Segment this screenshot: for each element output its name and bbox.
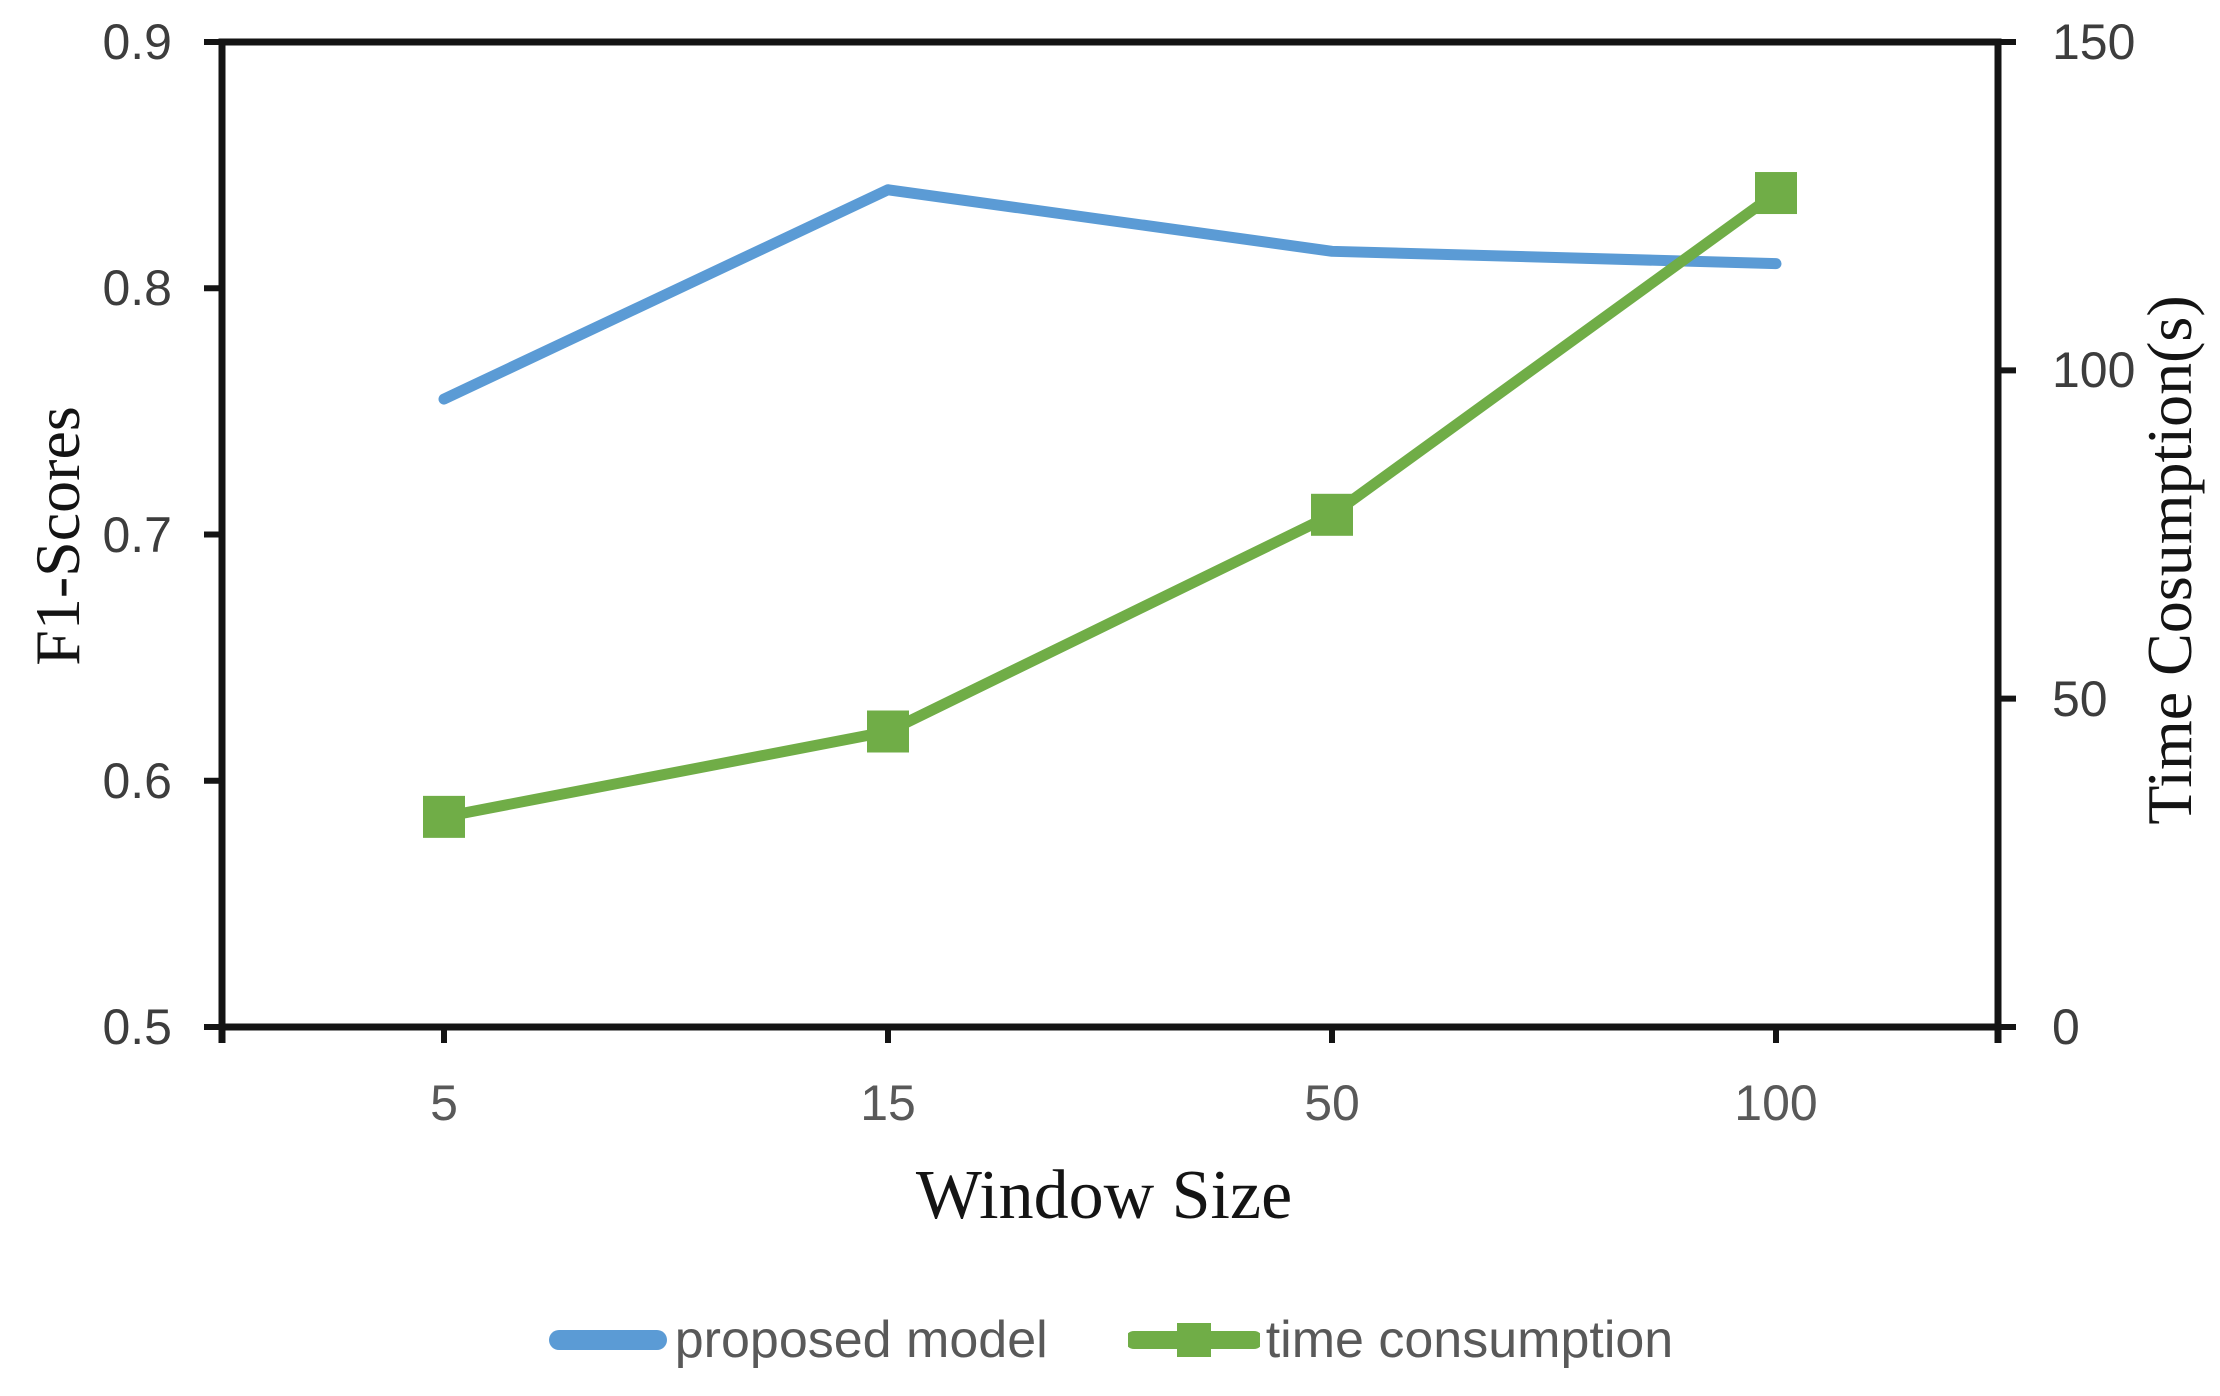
series-marker-square [1755,172,1797,215]
right-axis-title: Time Cosumption(s) [2134,295,2205,825]
x-axis-tick-label: 5 [430,1075,458,1131]
plot-frame [218,38,2002,1031]
left-axis-tick-label: 0.6 [102,752,172,809]
legend-label-proposed-model: proposed model [674,1311,1048,1369]
legend-square-marker [1176,1323,1211,1357]
left-axis-tick-label: 0.5 [102,999,172,1055]
legend-item-proposed-model: proposed model [547,1314,1048,1366]
left-axis-tick-label: 0.9 [102,14,172,70]
x-axis-title: Window Size [915,1157,1293,1234]
legend: proposed model time consumption [0,1308,2220,1372]
x-axis-tick-label: 100 [1734,1075,1818,1131]
blue-line-swatch-icon [548,1330,667,1350]
series-marker-square [423,795,465,838]
series-marker-square [1311,493,1353,536]
right-axis-tick-label: 100 [2052,342,2136,399]
right-axis-tick-label: 0 [2052,999,2080,1055]
left-axis-tick-label: 0.8 [102,260,172,317]
green-line-square-swatch-icon [1127,1323,1260,1357]
left-axis-tick-label: 0.7 [102,506,172,563]
right-axis-tick-label: 150 [2052,14,2136,70]
right-axis-tick-label: 50 [2052,670,2108,727]
series-marker-square [867,710,909,753]
series-line-time-consumption [438,187,1782,823]
legend-item-time-consumption: time consumption [1127,1311,1674,1369]
series-line-proposed-model [438,184,1782,405]
x-axis-tick-label: 50 [1304,1075,1360,1131]
x-axis-tick-label: 15 [860,1075,916,1131]
legend-label-time-consumption: time consumption [1265,1311,1674,1369]
